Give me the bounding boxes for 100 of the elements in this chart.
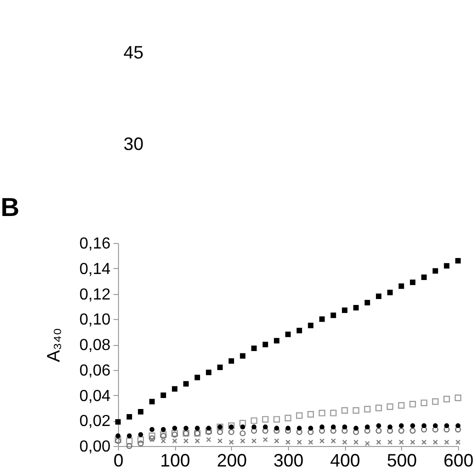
point [194,426,200,431]
point [308,429,314,436]
point [318,410,326,416]
text: 45 [123,42,144,62]
point [421,274,427,280]
point [319,438,325,444]
point [206,370,212,376]
point [296,426,302,431]
point [148,432,156,440]
point [240,438,246,444]
point [330,312,336,318]
point [126,438,133,444]
point [342,424,348,430]
point [455,258,461,264]
point [330,438,336,444]
point [228,440,234,445]
point [454,394,462,402]
y-tick-label: 0,00 [79,438,111,456]
point [410,440,416,445]
point [320,424,324,430]
point [194,374,200,380]
x-tick-label: 200 [216,450,247,470]
point [184,426,188,431]
point [217,429,223,436]
point [388,424,392,430]
point [330,410,337,416]
point [375,404,382,412]
point [421,426,427,432]
point [150,427,154,432]
point [444,423,450,428]
point [307,410,314,418]
point [353,440,359,445]
point [432,423,438,428]
point [342,308,348,313]
point [421,440,427,445]
x-tick-label: 400 [330,450,360,470]
point [364,440,370,446]
point [409,400,416,408]
point [456,423,460,428]
point [398,423,404,428]
point [386,403,394,410]
text: 30 [123,134,144,154]
point [296,412,303,419]
point [432,398,439,405]
point [353,304,359,310]
point [285,332,291,338]
point [262,424,268,430]
point [284,414,292,422]
point [443,396,450,402]
point [308,440,314,445]
point [330,424,336,430]
point [172,438,178,444]
point [387,290,393,296]
point [172,386,178,392]
point [262,416,269,423]
point [422,423,426,428]
point [354,426,358,431]
point [228,358,234,364]
point [376,428,382,434]
point [250,417,258,424]
point [116,433,120,438]
point [194,438,200,444]
point [398,402,405,409]
point [228,422,235,429]
point [137,436,144,443]
point [206,437,212,442]
y-tick-label: 0,06 [79,362,111,380]
point [138,440,144,446]
point [262,342,268,348]
point [455,440,461,445]
point [398,440,404,445]
point [342,440,348,445]
point [160,392,166,398]
point [455,426,461,432]
y-tick-label: 0,16 [79,236,111,252]
point [410,428,416,434]
point [160,427,166,432]
point [251,346,257,352]
point [183,381,189,387]
point [432,440,438,445]
point [353,429,359,436]
point [376,294,382,300]
point [183,438,189,444]
point [319,316,325,322]
y-tick-label: 0,12 [79,286,111,304]
point [206,426,212,431]
point [444,426,450,432]
point [398,428,404,434]
point [364,300,370,306]
point [444,440,450,445]
point [228,424,234,430]
x-tick-label: 100 [160,450,190,470]
point [240,430,246,436]
point [274,338,280,344]
point [228,429,234,436]
y-tick-label: 0,04 [79,388,111,405]
point [308,322,314,328]
y-tick-label: 0,14 [79,260,111,278]
point [126,443,132,449]
x-tick-label: 600 [443,450,474,470]
